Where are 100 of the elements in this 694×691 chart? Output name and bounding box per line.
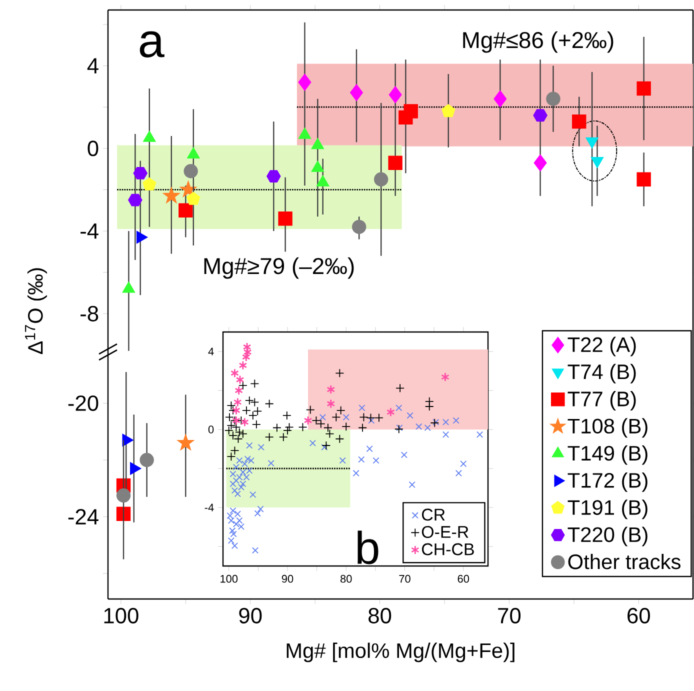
point	[283, 426, 292, 435]
legend-label: T22 (A)	[568, 336, 636, 356]
legend-label: T74 (B)	[568, 364, 636, 384]
point	[230, 507, 236, 514]
annotation: Mg#≥79 (–2‰)	[204, 257, 354, 279]
point	[326, 384, 336, 394]
point	[298, 422, 308, 432]
point	[128, 194, 142, 206]
point	[230, 480, 236, 488]
point	[230, 446, 240, 456]
point	[184, 164, 198, 178]
point	[234, 386, 243, 396]
point	[282, 411, 292, 420]
point	[236, 457, 243, 464]
point	[374, 413, 384, 422]
point	[416, 423, 422, 430]
x-tick-label: 80	[368, 608, 392, 624]
x-tick-label: 100	[220, 574, 238, 583]
point	[248, 457, 254, 464]
annotation: b	[358, 530, 378, 564]
point	[358, 423, 367, 432]
point	[230, 470, 236, 478]
point	[352, 220, 366, 234]
point	[278, 432, 288, 442]
point	[250, 379, 260, 388]
point	[242, 352, 250, 362]
x-tick-label: 100	[104, 608, 138, 624]
point	[233, 398, 242, 407]
point	[452, 417, 460, 424]
point	[406, 412, 414, 419]
point	[396, 424, 403, 432]
point	[404, 104, 418, 118]
point	[534, 154, 547, 172]
point	[374, 172, 388, 186]
point	[178, 434, 194, 450]
point	[311, 160, 324, 172]
point	[240, 417, 249, 427]
point	[241, 460, 248, 468]
legend-label: T108 (B)	[568, 418, 648, 438]
point	[430, 418, 440, 428]
point	[326, 399, 336, 408]
point	[143, 130, 156, 142]
point	[240, 480, 246, 488]
point	[226, 452, 236, 462]
point	[268, 460, 274, 467]
point	[442, 431, 450, 438]
point	[253, 406, 262, 416]
point	[342, 422, 351, 432]
point	[394, 424, 404, 434]
point	[442, 104, 456, 118]
point	[230, 530, 237, 538]
point	[231, 487, 238, 494]
point	[229, 527, 236, 534]
x-axis-title: Mg# [mol% Mg/(Mg+Fe)]	[286, 642, 514, 662]
y-tick-label: 4	[208, 348, 214, 356]
point	[258, 444, 264, 451]
y-tick-label: -20	[68, 395, 98, 411]
point	[460, 460, 467, 468]
point	[323, 423, 332, 432]
point	[636, 172, 651, 186]
point	[304, 416, 312, 426]
point	[257, 506, 264, 512]
point	[284, 422, 294, 432]
x-tick-label: 90	[282, 574, 294, 583]
point	[298, 128, 311, 139]
point	[122, 282, 135, 293]
point	[366, 413, 376, 422]
point	[372, 457, 380, 464]
point	[319, 414, 326, 420]
point	[142, 177, 156, 190]
legend-label: T172 (B)	[568, 472, 648, 492]
point	[186, 192, 200, 205]
y-tick-label: -4	[80, 224, 98, 239]
point	[316, 175, 330, 186]
y-tick-label: 4	[87, 58, 98, 74]
point	[572, 114, 586, 129]
point	[546, 92, 560, 106]
legend-label: T149 (B)	[568, 445, 648, 465]
point	[238, 484, 244, 490]
point	[636, 81, 651, 96]
x-tick-label: 60	[628, 608, 650, 624]
point	[366, 446, 373, 452]
y-tick-label: -24	[68, 509, 98, 524]
point	[441, 372, 450, 382]
annotation: Mg#≤86 (+2‰)	[463, 31, 614, 53]
point	[396, 404, 402, 412]
point	[335, 434, 344, 444]
point	[396, 384, 405, 393]
point	[368, 417, 375, 424]
point	[234, 490, 241, 498]
point	[359, 412, 368, 422]
point	[358, 404, 366, 412]
point	[400, 452, 408, 458]
point	[494, 90, 507, 108]
y-tick-label: -4	[204, 504, 214, 512]
point	[178, 203, 193, 218]
point	[432, 418, 440, 426]
legend-label: CR	[422, 508, 445, 521]
point	[244, 456, 251, 462]
point	[309, 440, 316, 446]
